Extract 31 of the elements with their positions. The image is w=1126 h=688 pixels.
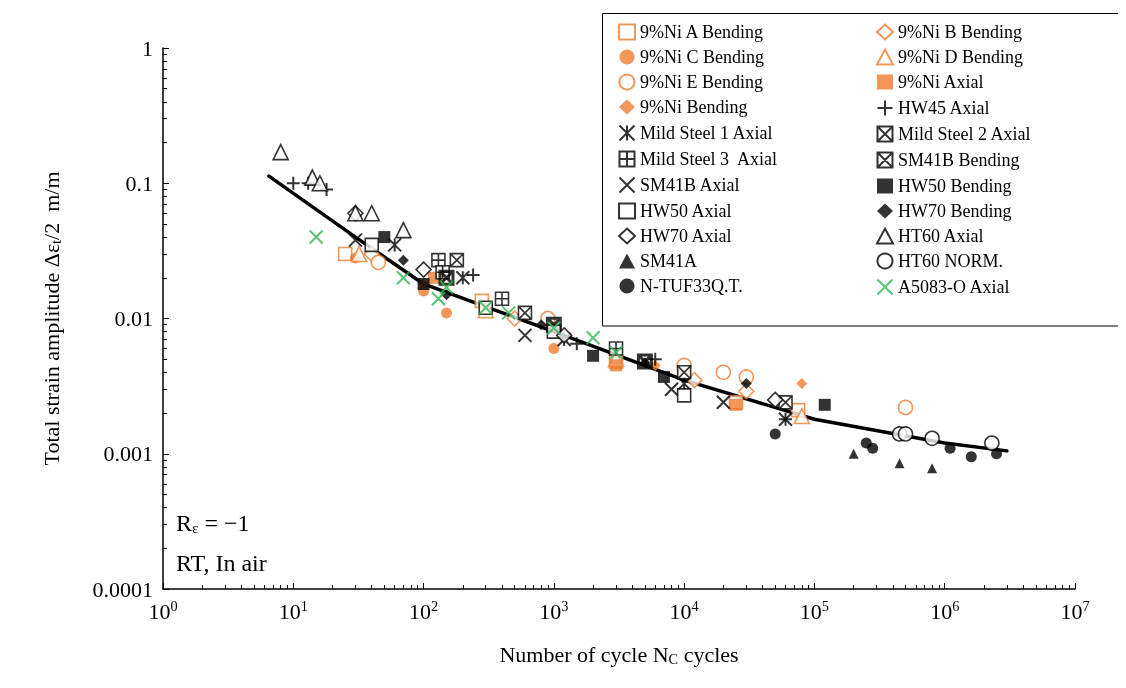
y-tick-label: 0.0001 xyxy=(92,576,153,602)
legend-label: SM41B Bending xyxy=(898,150,1020,170)
legend-label: A5083-O Axial xyxy=(898,277,1010,297)
legend-label: HW50 Axial xyxy=(640,201,732,221)
legend-label: 9%Ni Bending xyxy=(640,97,748,117)
legend-label: N-TUF33Q.T. xyxy=(640,276,743,296)
legend-label: 9%Ni E Bending xyxy=(640,72,763,92)
legend-label: SM41A xyxy=(640,251,698,271)
legend-label: HT60 Axial xyxy=(898,226,984,246)
legend-label: 9%Ni C Bending xyxy=(640,47,764,67)
legend-label: SM41B Axial xyxy=(640,175,740,195)
legend-label: Mild Steel 2 Axial xyxy=(898,124,1031,144)
y-tick-label: 0.1 xyxy=(125,170,153,196)
legend-label: HW45 Axial xyxy=(898,98,990,118)
legend-label: HW50 Bending xyxy=(898,176,1012,196)
x-axis-title: Number of cycle NC cycles xyxy=(499,641,739,667)
y-tick-label: 0.001 xyxy=(103,441,153,467)
legend-label: Mild Steel 1 Axial xyxy=(640,123,773,143)
legend-label: HW70 Bending xyxy=(898,201,1012,221)
legend-label: 9%Ni Axial xyxy=(898,72,984,92)
legend-label: Mild Steel 3 Axial xyxy=(640,149,777,169)
y-tick-label: 1 xyxy=(142,35,153,61)
annotation: RT, In air xyxy=(176,550,267,576)
annotation: Rε = −1 xyxy=(176,510,250,537)
legend-label: 9%Ni B Bending xyxy=(898,22,1022,42)
legend-label: 9%Ni D Bending xyxy=(898,47,1023,67)
y-tick-label: 0.01 xyxy=(114,306,153,331)
legend-label: HW70 Axial xyxy=(640,226,732,246)
y-axis-title: Total strain amplitude Δεt/2 m/m xyxy=(39,171,65,466)
legend-label: 9%Ni A Bending xyxy=(640,22,764,42)
legend-label: HT60 NORM. xyxy=(898,251,1004,271)
